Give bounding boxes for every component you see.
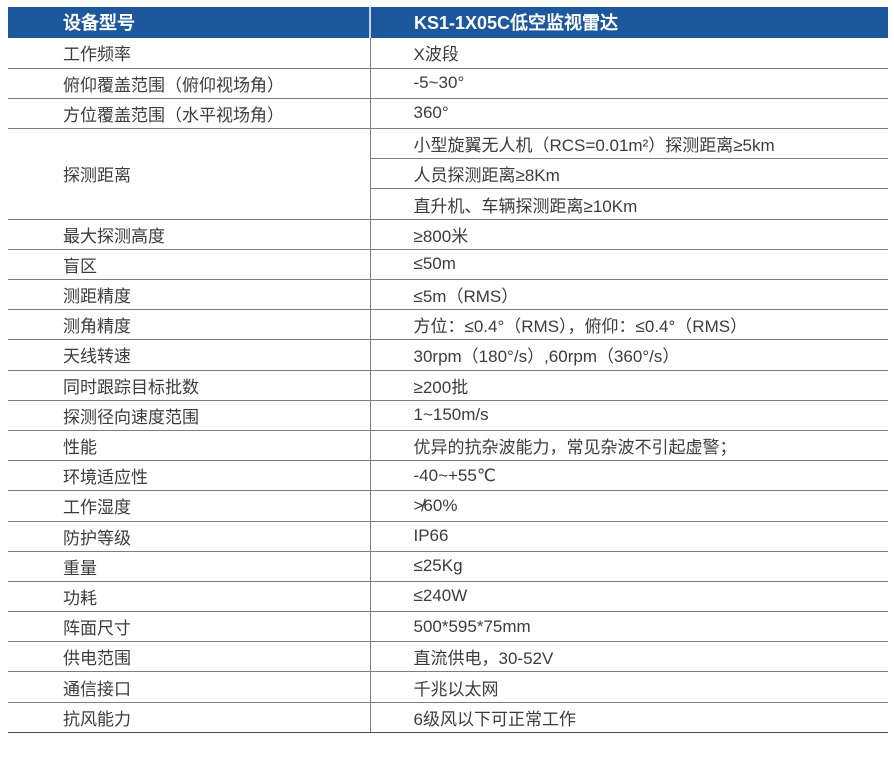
table-row: 天线转速 30rpm（180°/s）,60rpm（360°/s） [8,339,888,371]
table-row: 工作频率 X波段 [8,38,888,69]
row-label: 测距精度 [8,278,371,310]
header-model-label: 设备型号 [8,7,370,38]
table-row: 方位覆盖范围（水平视场角） 360° [8,97,888,129]
table-row: 工作湿度 ≯60% [8,490,888,521]
table-row: 通信接口 千兆以太网 [8,671,888,703]
row-label: 阵面尺寸 [8,611,371,642]
row-value: IP66 [370,520,888,552]
table-header-row: 设备型号 KS1-1X05C低空监视雷达 [8,7,888,38]
row-label: 同时跟踪目标批数 [8,369,371,401]
table-row: 供电范围 直流供电，30-52V [8,641,888,672]
table-row: 俯仰覆盖范围（俯仰视场角） -5~30° [8,67,888,99]
row-value: ≥200批 [370,369,888,401]
table-row: 防护等级 IP66 [8,520,888,552]
row-value: 1~150m/s [370,399,888,431]
row-value: 直流供电，30-52V [370,641,888,672]
row-label: 工作频率 [8,38,371,69]
row-label: 供电范围 [8,641,371,672]
table-row: 抗风能力 6级风以下可正常工作 [8,701,888,733]
table-row: 盲区 ≤50m [8,248,888,280]
row-label: 工作湿度 [8,490,371,521]
row-value: 方位：≤0.4°（RMS），俯仰：≤0.4°（RMS） [370,309,888,340]
row-label: 盲区 [8,248,371,280]
row-value: ≤50m [370,248,888,280]
row-value: X波段 [413,45,459,65]
table-row: 性能 优异的抗杂波能力，常见杂波不引起虚警； [8,429,888,461]
row-label: 天线转速 [8,339,371,371]
row-value: ≤5m（RMS） [370,278,888,310]
row-label: 抗风能力 [8,701,371,733]
row-value: -5~30° [370,67,888,99]
table-row: 环境适应性 -40~+55℃ [8,460,888,491]
row-value: 优异的抗杂波能力，常见杂波不引起虚警； [370,429,888,461]
table-row: 最大探测高度 ≥800米 [8,218,888,250]
table-row: 同时跟踪目标批数 ≥200批 [8,369,888,401]
spec-table: 设备型号 KS1-1X05C低空监视雷达 工作频率 X波段 俯仰覆盖范围（俯仰视… [8,7,888,733]
row-value: 千兆以太网 [370,671,888,703]
row-label: 俯仰覆盖范围（俯仰视场角） [8,67,371,99]
row-value: ≤240W [370,580,888,612]
row-label: 环境适应性 [8,460,371,491]
row-label: 测角精度 [8,309,371,340]
row-value: 500*595*75mm [370,611,888,642]
row-value: 360° [370,97,888,129]
row-subvalue: 直升机、车辆探测距离≥10Km [370,188,888,220]
table-subrow: 人员探测距离≥8Km [8,158,888,189]
row-label: 探测径向速度范围 [8,399,371,431]
row-label: 防护等级 [8,520,371,552]
row-value: -40~+55℃ [370,460,888,491]
table-subrow: 直升机、车辆探测距离≥10Km [8,188,888,220]
row-value: ≤25Kg [370,550,888,582]
row-label: 通信接口 [8,671,371,703]
table-row: 测角精度 方位：≤0.4°（RMS），俯仰：≤0.4°（RMS） [8,309,888,340]
row-value: ≯60% [370,490,888,521]
table-row: 阵面尺寸 500*595*75mm [8,611,888,642]
row-subvalue: 小型旋翼无人机（RCS=0.01m²）探测距离≥5km [370,128,888,159]
row-label: 重量 [8,550,371,582]
row-label: 最大探测高度 [8,218,371,250]
table-row: 探测距离 小型旋翼无人机（RCS=0.01m²）探测距离≥5km [8,128,888,220]
row-subvalue: 人员探测距离≥8Km [370,158,888,189]
row-label: 方位覆盖范围（水平视场角） [8,97,371,129]
row-label: 性能 [8,429,371,461]
table-row: 探测径向速度范围 1~150m/s [8,399,888,431]
row-value: ≥800米 [370,218,888,250]
row-label-merged: 探测距离 [8,128,371,220]
row-value: 30rpm（180°/s）,60rpm（360°/s） [370,339,888,371]
table-row: 测距精度 ≤5m（RMS） [8,278,888,310]
row-value: 6级风以下可正常工作 [370,701,888,733]
header-model-value: KS1-1X05C低空监视雷达 [369,7,888,38]
table-row: 重量 ≤25Kg [8,550,888,582]
row-label: 功耗 [8,580,371,612]
table-row: 功耗 ≤240W [8,580,888,612]
